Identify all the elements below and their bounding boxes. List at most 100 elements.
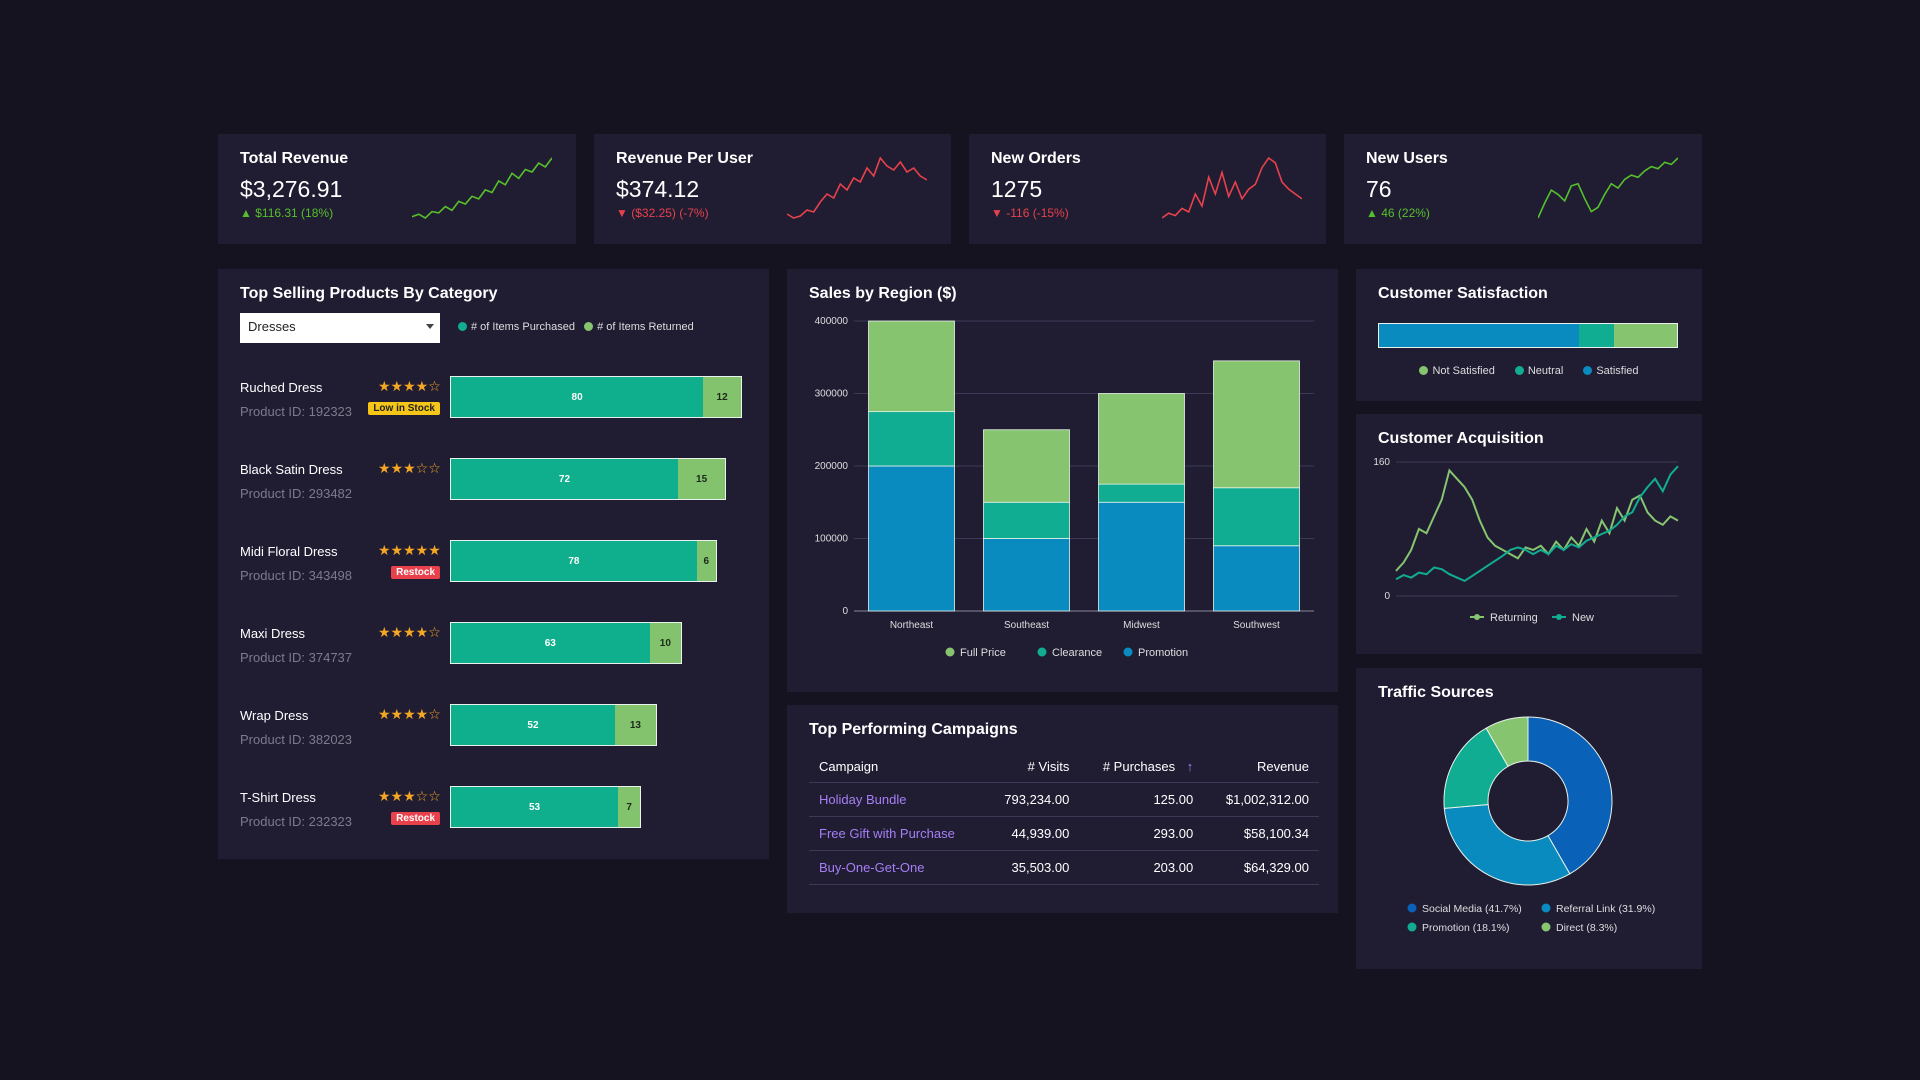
- bar-segment-returned: 12: [703, 377, 741, 417]
- kpi-value: $374.12: [616, 176, 700, 202]
- stock-badge: Restock: [391, 566, 440, 579]
- star-rating-icon: ★★★☆☆: [378, 460, 441, 476]
- column-header-visits[interactable]: # Visits: [983, 751, 1080, 783]
- legend-label: Direct (8.3%): [1556, 922, 1617, 934]
- kpi-value: 1275: [991, 176, 1043, 202]
- bar-segment-clearance: [868, 411, 955, 467]
- category-dropdown-value: Dresses: [248, 319, 296, 334]
- kpi-value: $3,276.91: [240, 176, 343, 202]
- stock-badge: Restock: [391, 812, 440, 825]
- traffic-sources-chart: Social Media (41.7%) Referral Link (31.9%…: [1407, 716, 1655, 934]
- legend-label-returned: # of Items Returned: [597, 321, 694, 333]
- sparkline: [1538, 157, 1678, 219]
- category-dropdown[interactable]: Dresses: [240, 313, 440, 343]
- kpi-delta: ▲ 46 (22%): [1366, 206, 1430, 220]
- column-header-campaign[interactable]: Campaign: [809, 751, 984, 783]
- purchases-cell: 125.00: [1079, 782, 1204, 817]
- top-products-panel: Top Selling Products By Category Dresses…: [218, 269, 769, 859]
- legend-label-purchased: # of Items Purchased: [471, 321, 575, 333]
- legend-label: Social Media (41.7%): [1422, 903, 1522, 915]
- caret-down-icon: ▼: [616, 206, 628, 220]
- kpi-delta-text: -116 (-15%): [1006, 206, 1069, 220]
- product-id: Product ID: 374737: [240, 650, 353, 665]
- y-tick-label: 0: [842, 606, 848, 617]
- bar-segment-purchased: 52: [451, 705, 615, 745]
- bar-segment-returned: 10: [649, 623, 682, 663]
- visits-cell: 44,939.00: [983, 816, 1080, 851]
- bar-segment-promotion: [983, 538, 1070, 612]
- star-rating-icon: ★★★★☆: [378, 378, 441, 394]
- legend-item: Not Satisfied: [1419, 365, 1495, 377]
- column-header-revenue[interactable]: Revenue: [1203, 751, 1319, 783]
- star-rating-icon: ★★★★☆: [378, 624, 441, 640]
- series-line-returning: [1395, 468, 1679, 572]
- sparkline-path: [412, 157, 552, 219]
- product-bar: 80 12: [450, 376, 742, 418]
- product-bar: 52 13: [450, 704, 657, 746]
- product-id: Product ID: 192323: [240, 404, 353, 419]
- y-tick-label: 100000: [815, 534, 849, 545]
- bar-segment-clearance: [1213, 487, 1300, 547]
- legend-swatch: [1407, 903, 1417, 913]
- table-header-row: Campaign # Visits # Purchases ↑ Revenue: [809, 751, 1319, 783]
- legend-swatch: [1037, 647, 1047, 657]
- y-tick-label: 400000: [815, 316, 849, 327]
- bar-segment-returned: 7: [618, 787, 641, 827]
- sparkline-path: [1162, 156, 1302, 219]
- sparkline-path: [787, 156, 927, 219]
- bar-segment-purchased: 63: [451, 623, 650, 663]
- star-rating-icon: ★★★☆☆: [378, 788, 441, 804]
- panel-title: Top Performing Campaigns: [809, 721, 1018, 738]
- bar-segment-full-price: [1213, 360, 1300, 489]
- kpi-card-total-revenue: Total Revenue $3,276.91 ▲ $116.31 (18%): [218, 134, 576, 244]
- chart-title: Customer Acquisition: [1378, 430, 1544, 447]
- product-id: Product ID: 293482: [240, 486, 353, 501]
- panel-title: Top Selling Products By Category: [240, 285, 498, 302]
- x-tick-label: Southeast: [1004, 620, 1049, 631]
- sparkline: [1162, 156, 1302, 219]
- legend-swatch: [1419, 366, 1429, 375]
- pie-slice-referral-link: [1443, 803, 1571, 886]
- legend-label: Promotion: [1138, 647, 1188, 659]
- kpi-card-revenue-per-user: Revenue Per User $374.12 ▼ ($32.25) (-7%…: [594, 134, 951, 244]
- legend-label: Clearance: [1052, 647, 1102, 659]
- product-name: Black Satin Dress: [240, 462, 343, 477]
- kpi-delta: ▼ -116 (-15%): [991, 206, 1069, 220]
- sort-arrow-icon[interactable]: ↑: [1186, 759, 1194, 774]
- legend-label: Referral Link (31.9%): [1556, 903, 1655, 915]
- stock-badge: Low in Stock: [368, 402, 440, 415]
- kpi-delta-text: $116.31 (18%): [255, 206, 334, 220]
- product-bar: 53 7: [450, 786, 642, 828]
- product-bar: 63 10: [450, 622, 683, 664]
- kpi-title: New Users: [1366, 150, 1448, 167]
- campaign-link[interactable]: Buy-One-Get-One: [809, 850, 984, 885]
- column-header-purchases[interactable]: # Purchases ↑: [1079, 751, 1204, 783]
- chart-title: Sales by Region ($): [809, 285, 957, 302]
- legend-swatch-dot: [1474, 614, 1480, 620]
- product-id: Product ID: 232323: [240, 814, 353, 829]
- star-rating-icon: ★★★★★: [378, 542, 441, 558]
- campaigns-table: Campaign # Visits # Purchases ↑ Revenue …: [809, 751, 1319, 885]
- campaign-link[interactable]: Holiday Bundle: [809, 782, 984, 817]
- kpi-delta: ▲ $116.31 (18%): [240, 206, 333, 220]
- product-row: Midi Floral Dress Product ID: 343498 ★★★…: [240, 540, 770, 604]
- satisfaction-bar: [1378, 323, 1678, 348]
- products-legend: # of Items Purchased # of Items Returned: [458, 321, 694, 333]
- kpi-delta-text: ($32.25) (-7%): [631, 206, 709, 220]
- chart-title: Traffic Sources: [1378, 684, 1494, 701]
- caret-down-icon: ▼: [991, 206, 1003, 220]
- kpi-title: Total Revenue: [240, 150, 349, 167]
- kpi-title: New Orders: [991, 150, 1081, 167]
- product-name: Maxi Dress: [240, 626, 306, 641]
- product-row: Wrap Dress Product ID: 382023 ★★★★☆ 52 1…: [240, 704, 770, 768]
- y-tick-label: 0: [1384, 591, 1390, 602]
- revenue-cell: $58,100.34: [1203, 816, 1319, 851]
- legend-swatch-dot: [1556, 614, 1562, 620]
- traffic-sources-panel: Traffic Sources Social Media (41.7%) Refe…: [1356, 668, 1702, 969]
- legend-swatch-returned: [584, 322, 594, 331]
- table-row: Holiday Bundle 793,234.00 125.00 $1,002,…: [809, 782, 1319, 817]
- campaign-link[interactable]: Free Gift with Purchase: [809, 816, 984, 851]
- sparkline-path: [1538, 157, 1678, 219]
- kpi-title: Revenue Per User: [616, 150, 753, 167]
- bar-segment-promotion: [1098, 501, 1185, 612]
